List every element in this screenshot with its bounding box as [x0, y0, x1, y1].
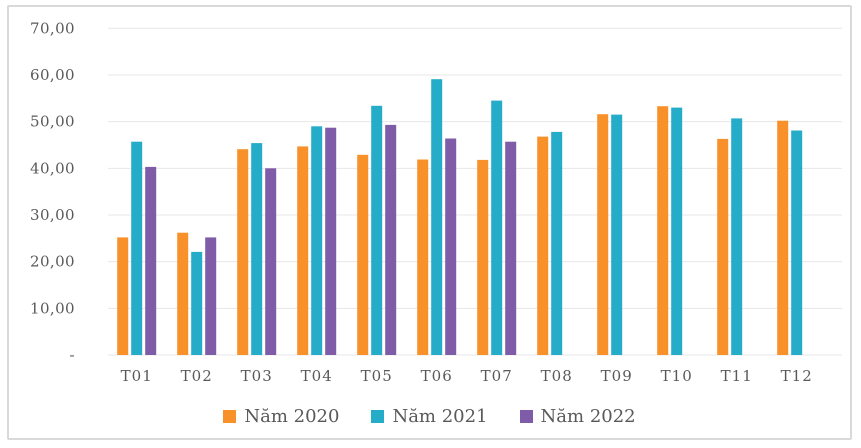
bar-chart-plot: - 10,00 20,00 30,00 40,00 50,00 60,00 70,00 T01 T…: [30, 19, 842, 385]
y-axis-tick-label: 70,00: [30, 19, 75, 37]
y-axis-tick-label: 30,00: [30, 206, 75, 224]
legend-label-nam-2022: Năm 2022: [540, 406, 636, 427]
chart-legend: Năm 2020 Năm 2021 Năm 2022: [9, 406, 850, 427]
x-axis-category-label: T08: [541, 367, 573, 385]
x-axis-category-label: T10: [661, 367, 693, 385]
x-axis-category-label: T05: [361, 367, 393, 385]
bar-t08-2021: [551, 131, 563, 355]
x-axis-category-label: T12: [781, 367, 813, 385]
chart-frame: - 10,00 20,00 30,00 40,00 50,00 60,00 70,00 T01 T…: [7, 5, 852, 440]
bar-t02-2022: [205, 237, 217, 355]
bar-t07-2022: [505, 141, 517, 355]
bar-t06-2021: [431, 79, 443, 355]
legend-swatch-nam-2022: [519, 410, 533, 423]
bar-t03-2020: [237, 149, 249, 355]
bar-t10-2020: [657, 106, 669, 355]
x-axis-category-label: T07: [481, 367, 513, 385]
bar-t05-2020: [357, 154, 369, 355]
bar-t11-2020: [717, 138, 729, 355]
x-axis-category-label: T04: [301, 367, 333, 385]
legend-item-nam-2022: Năm 2022: [519, 406, 636, 427]
y-axis-tick-label: 60,00: [30, 66, 75, 84]
x-axis-category-label: T02: [181, 367, 213, 385]
bar-t12-2020: [777, 120, 789, 355]
bar-t05-2021: [371, 105, 383, 355]
legend-label-nam-2020: Năm 2020: [244, 406, 340, 427]
legend-swatch-nam-2021: [371, 410, 385, 423]
bar-t04-2022: [325, 127, 337, 355]
bar-t11-2021: [731, 118, 743, 356]
y-axis-tick-label: -: [70, 346, 75, 364]
y-axis-tick-label: 40,00: [30, 159, 75, 177]
bar-t01-2020: [117, 237, 129, 355]
bar-t06-2022: [445, 138, 457, 355]
y-axis-tick-label: 50,00: [30, 113, 75, 131]
bar-t09-2021: [611, 114, 623, 355]
bar-t07-2020: [477, 159, 489, 355]
bar-t01-2021: [131, 141, 143, 355]
bar-t03-2021: [251, 143, 263, 355]
bar-t03-2022: [265, 168, 277, 355]
y-axis-tick-label: 10,00: [30, 299, 75, 317]
x-axis-category-label: T06: [421, 367, 453, 385]
bar-t12-2021: [791, 130, 803, 355]
bar-t05-2022: [385, 124, 397, 356]
x-axis-category-label: T09: [601, 367, 633, 385]
bar-t04-2020: [297, 146, 309, 355]
bar-t01-2022: [145, 166, 157, 355]
bar-t02-2021: [191, 251, 203, 355]
bar-t08-2020: [537, 136, 549, 355]
bar-t09-2020: [597, 114, 609, 355]
legend-swatch-nam-2020: [223, 410, 237, 423]
legend-item-nam-2021: Năm 2021: [371, 406, 488, 427]
bar-t04-2021: [311, 126, 323, 355]
legend-item-nam-2020: Năm 2020: [223, 406, 339, 427]
bar-t06-2020: [417, 159, 429, 355]
x-axis-category-label: T01: [121, 367, 153, 385]
bar-t10-2021: [671, 107, 683, 355]
x-axis-category-label: T11: [721, 367, 753, 385]
bar-t07-2021: [491, 100, 503, 355]
y-axis-tick-label: 20,00: [30, 253, 75, 271]
legend-label-nam-2021: Năm 2021: [392, 406, 488, 427]
bar-t02-2020: [177, 232, 189, 355]
x-axis-category-label: T03: [241, 367, 273, 385]
